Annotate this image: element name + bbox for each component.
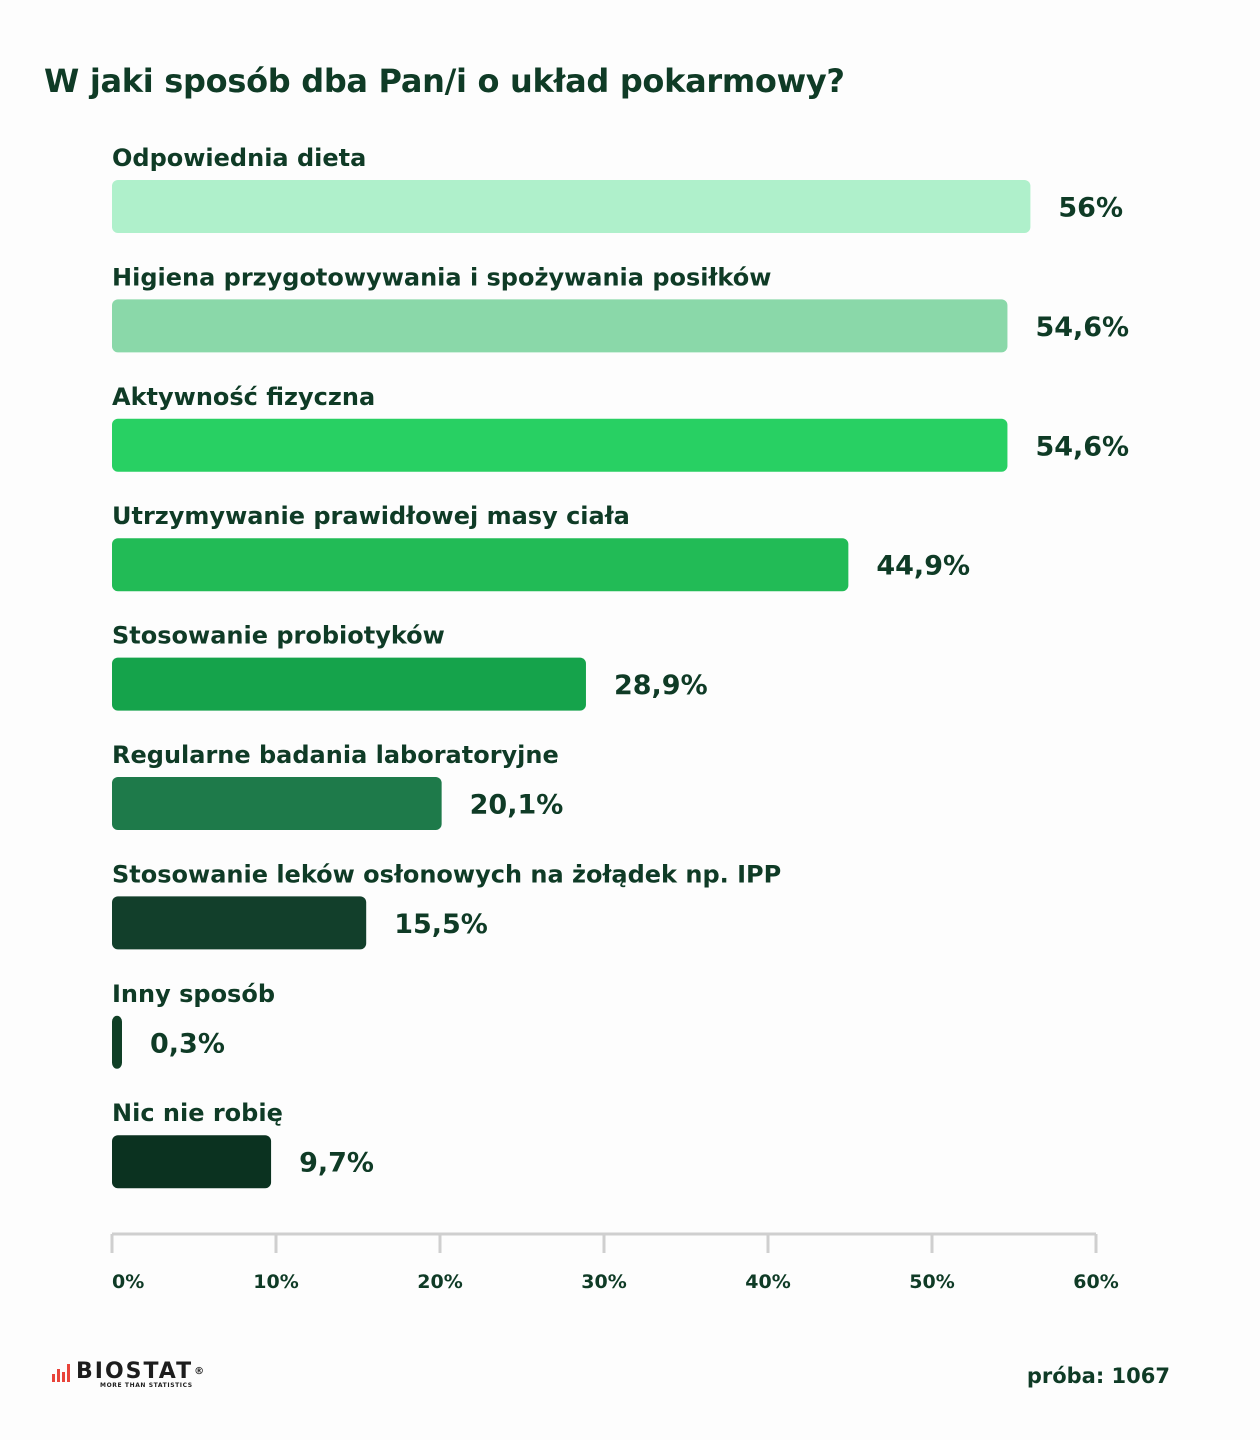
bar: [112, 657, 586, 711]
sample-size: próba: 1067: [1026, 1364, 1170, 1388]
category-label: Stosowanie leków osłonowych na żołądek n…: [112, 860, 781, 888]
bar: [112, 777, 442, 830]
data-label: 0,3%: [150, 1028, 225, 1059]
x-tick-label: 60%: [1073, 1271, 1118, 1293]
category-label: Nic nie robię: [112, 1099, 283, 1127]
data-label: 54,6%: [1035, 312, 1129, 343]
logo-tagline: MORE THAN STATISTICS: [100, 1382, 193, 1389]
bar: [112, 1015, 122, 1069]
x-tick-label: 40%: [745, 1271, 790, 1293]
bar: [112, 1135, 272, 1189]
bar-chart: Odpowiednia dieta 56% Higiena przygotowywa…: [110, 144, 1129, 1293]
category-label: Regularne badania laboratoryjne: [112, 741, 559, 769]
data-label: 56%: [1058, 193, 1123, 224]
biostat-logo: BIOSTAT® MORE THAN STATISTICS: [52, 1360, 206, 1396]
category-label: Inny sposób: [112, 980, 275, 1008]
category-label: Higiena przygotowywania i spożywania pos…: [112, 263, 771, 291]
x-tick-label: 20%: [417, 1271, 462, 1293]
bar: [112, 538, 849, 592]
category-label: Aktywność fizyczna: [112, 383, 375, 411]
x-tick-label: 10%: [253, 1271, 298, 1293]
logo-registered-mark: ®: [194, 1366, 207, 1377]
data-label: 28,9%: [614, 670, 708, 701]
data-label: 44,9%: [876, 551, 970, 582]
category-label: Stosowanie probiotyków: [112, 622, 445, 650]
category-label: Odpowiednia dieta: [112, 144, 366, 172]
data-label: 20,1%: [470, 790, 564, 821]
category-label: Utrzymywanie prawidłowej masy ciała: [112, 502, 630, 530]
bar: [112, 896, 367, 950]
logo-bars-icon: [52, 1362, 70, 1382]
bar: [112, 299, 1008, 353]
x-tick-label: 0%: [112, 1271, 144, 1293]
chart-title: W jaki sposób dba Pan/i o układ pokarmow…: [44, 62, 845, 100]
data-label: 15,5%: [394, 909, 488, 940]
data-label: 9,7%: [299, 1148, 374, 1179]
logo-wordmark: BIOSTAT: [76, 1359, 194, 1384]
bar: [112, 418, 1008, 472]
bar: [112, 180, 1031, 233]
x-tick-label: 30%: [581, 1271, 626, 1293]
x-tick-label: 50%: [909, 1271, 954, 1293]
data-label: 54,6%: [1035, 431, 1129, 462]
